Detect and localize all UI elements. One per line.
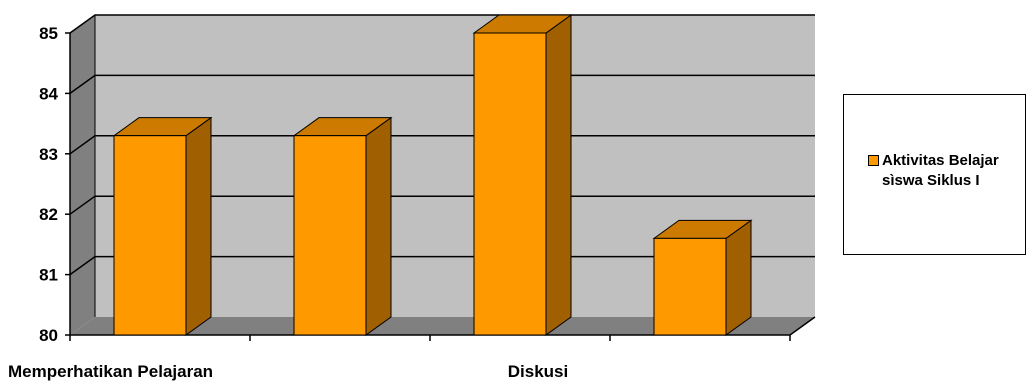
bar-3 bbox=[472, 14, 573, 336]
bar-side bbox=[545, 14, 572, 336]
legend-label: Aktivitas Belajar sìswa Siklus I bbox=[882, 152, 999, 189]
bar-front bbox=[113, 135, 187, 336]
y-tick-label: 81 bbox=[39, 266, 58, 285]
legend-swatch bbox=[868, 155, 879, 166]
y-tick-label: 84 bbox=[39, 84, 58, 103]
plot-back-wall bbox=[95, 15, 815, 317]
plot-floor bbox=[70, 317, 815, 335]
y-tick-label: 82 bbox=[39, 205, 58, 224]
x-category-label: Memperhatikan Pelajaran bbox=[8, 362, 213, 381]
y-tick-label: 83 bbox=[39, 145, 58, 164]
bar-front bbox=[653, 237, 727, 336]
bar-4 bbox=[652, 219, 753, 336]
y-tick-label: 85 bbox=[39, 24, 58, 43]
x-category-label: Diskusi bbox=[508, 362, 568, 381]
bar-front bbox=[473, 32, 547, 336]
y-tick-label: 80 bbox=[39, 326, 58, 345]
bar-1 bbox=[112, 116, 213, 336]
bar-front bbox=[293, 135, 367, 336]
bar-2 bbox=[292, 116, 393, 336]
legend: Aktivitas Belajar sìswa Siklus I bbox=[843, 94, 1026, 255]
bar-side bbox=[725, 219, 752, 336]
bar-side bbox=[365, 116, 392, 336]
plot-side-wall bbox=[70, 15, 95, 335]
bar-side bbox=[185, 116, 212, 336]
